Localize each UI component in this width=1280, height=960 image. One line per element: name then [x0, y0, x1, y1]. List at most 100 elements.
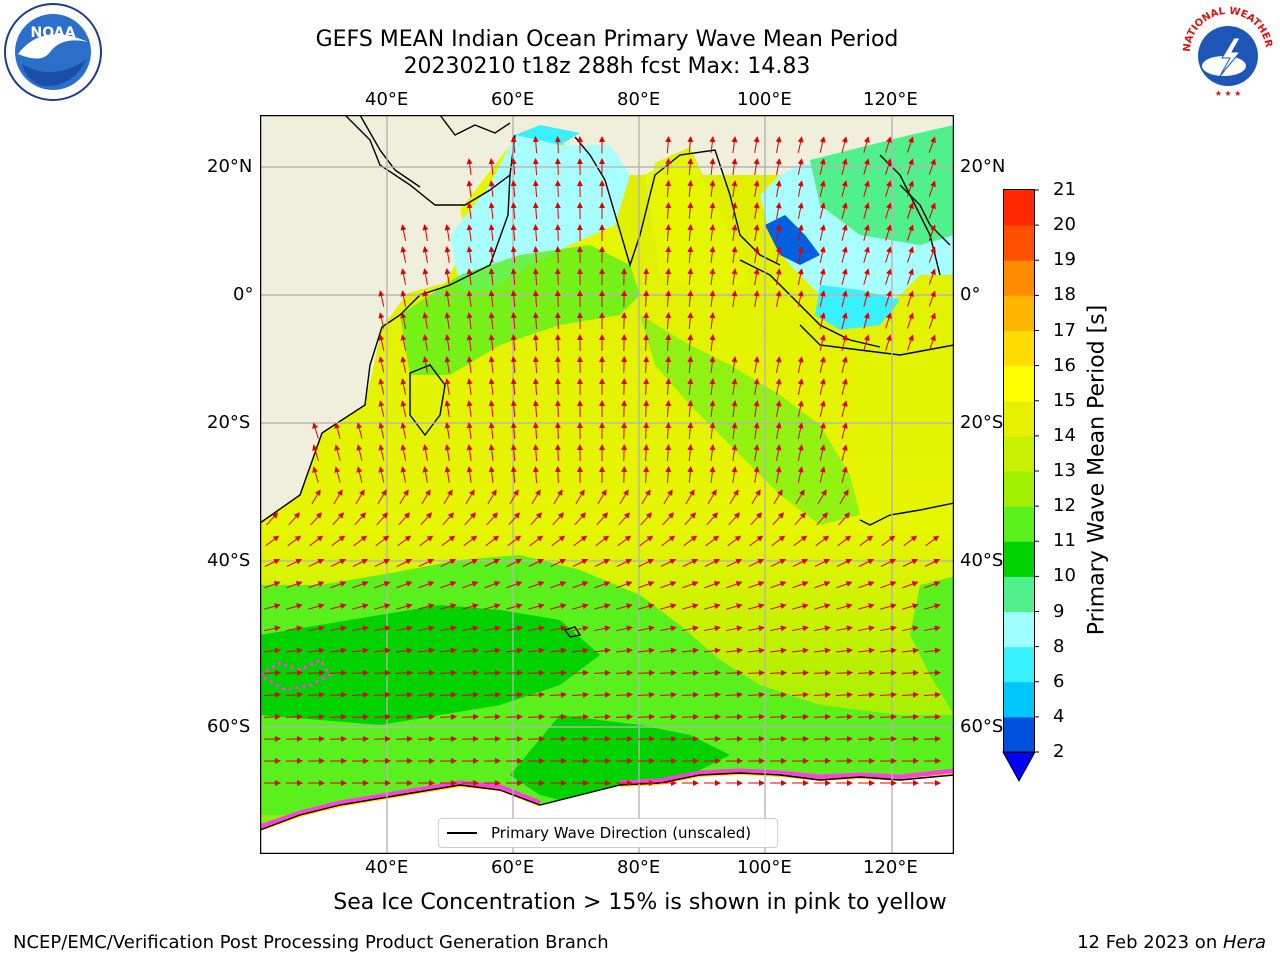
- wave-arrow: [814, 581, 831, 589]
- wave-arrow: [858, 603, 875, 610]
- wave-arrow: [819, 290, 826, 307]
- wave-arrow: [685, 489, 695, 505]
- wave-arrow: [665, 378, 672, 396]
- wave-arrow: [400, 312, 407, 329]
- wave-arrow: [554, 444, 561, 462]
- chart-subtitle: 20230210 t18z 288h fcst Max: 14.83: [403, 54, 811, 79]
- wave-arrow: [726, 625, 743, 632]
- wave-arrow: [444, 356, 451, 373]
- wave-arrow: [857, 691, 875, 698]
- wave-arrow: [532, 400, 539, 418]
- wave-arrow: [814, 625, 831, 632]
- wave-arrow: [444, 466, 451, 483]
- wave-arrow: [351, 735, 369, 742]
- wave-arrow: [879, 713, 897, 720]
- wave-arrow: [593, 647, 611, 654]
- wave-arrow: [527, 669, 545, 676]
- wave-arrow: [506, 625, 523, 632]
- wave-arrow: [400, 290, 407, 307]
- wave-arrow: [687, 202, 694, 220]
- colorbar-tick: 15: [1053, 389, 1076, 411]
- wave-arrow: [419, 535, 434, 547]
- wave-arrow: [355, 489, 365, 505]
- wave-arrow: [616, 581, 633, 589]
- wave-arrow: [288, 512, 301, 526]
- wave-arrow: [709, 290, 716, 308]
- colorbar-segment: [1004, 190, 1034, 226]
- wave-arrow: [797, 290, 804, 307]
- colorbar-tick: 18: [1053, 284, 1076, 306]
- wave-arrow: [841, 136, 848, 153]
- wave-arrow: [484, 603, 501, 610]
- wave-arrow: [659, 669, 677, 676]
- colorbar-tick: 10: [1053, 565, 1076, 587]
- wave-arrow: [307, 669, 325, 676]
- wave-arrow: [902, 625, 919, 632]
- antarctica: [260, 773, 954, 854]
- wave-arrow: [488, 180, 495, 198]
- colorbar-tick: 6: [1053, 670, 1065, 692]
- wave-arrow: [641, 489, 651, 505]
- wave-arrow: [422, 312, 429, 329]
- colorbar-tick: 20: [1053, 214, 1076, 236]
- wave-arrow: [462, 558, 479, 567]
- wave-arrow: [554, 290, 561, 308]
- lat-tick-right-20n: 20°N: [960, 156, 1006, 177]
- wave-arrow: [444, 444, 451, 461]
- wave-arrow: [442, 512, 455, 526]
- wave-arrow: [703, 691, 721, 698]
- wave-arrow: [532, 444, 539, 462]
- wave-arrow: [263, 713, 281, 720]
- wave-arrow: [353, 535, 368, 547]
- wave-arrow: [554, 422, 561, 440]
- wave-arrow: [417, 647, 435, 654]
- wave-arrow: [549, 669, 567, 676]
- wave-arrow: [466, 312, 473, 329]
- wave-arrow: [709, 268, 716, 286]
- wave-arrow: [510, 180, 517, 198]
- wave-arrow: [681, 713, 699, 720]
- wave-arrow: [879, 691, 897, 698]
- wave-arrow: [572, 581, 589, 589]
- wave-arrow: [549, 713, 567, 720]
- wave-arrow: [378, 312, 385, 329]
- wave-arrow: [466, 180, 473, 197]
- wave-arrow: [709, 180, 716, 198]
- wave-arrow: [488, 312, 495, 330]
- wave-arrow: [310, 512, 323, 526]
- colorbar-tick: 9: [1053, 600, 1065, 622]
- colorbar-segment: [1004, 225, 1034, 261]
- chart-title: GEFS MEAN Indian Ocean Primary Wave Mean…: [315, 27, 899, 52]
- wave-arrow: [753, 356, 760, 373]
- wave-arrow: [819, 466, 826, 483]
- wave-arrow: [747, 691, 765, 698]
- wave-arrow: [725, 713, 743, 720]
- wave-arrow: [440, 558, 457, 567]
- wave-arrow: [665, 136, 672, 154]
- wave-arrow: [731, 400, 738, 417]
- colorbar-label: Primary Wave Mean Period [s]: [1084, 304, 1110, 636]
- wave-arrow: [444, 268, 451, 285]
- wave-arrow: [554, 136, 561, 154]
- wave-arrow: [863, 136, 870, 153]
- wave-arrow: [709, 334, 716, 352]
- wave-arrow: [264, 625, 281, 632]
- wave-arrow: [397, 535, 412, 547]
- wave-arrow: [532, 334, 539, 352]
- wave-arrow: [841, 444, 848, 461]
- wave-arrow: [775, 400, 782, 417]
- wave-arrow: [923, 691, 941, 698]
- wave-arrow: [465, 489, 475, 505]
- wave-arrow: [378, 334, 385, 351]
- wave-arrow: [439, 669, 457, 676]
- colorbar-tick: 2: [1053, 741, 1065, 762]
- wave-arrow: [906, 246, 914, 263]
- wave-arrow: [421, 489, 431, 505]
- wave-arrow: [466, 158, 473, 175]
- wave-arrow: [791, 669, 809, 676]
- wave-arrow: [835, 647, 853, 654]
- wave-arrow: [263, 669, 281, 676]
- wave-arrow: [439, 713, 457, 720]
- wave-arrow: [813, 647, 831, 654]
- wave-arrow: [285, 647, 303, 654]
